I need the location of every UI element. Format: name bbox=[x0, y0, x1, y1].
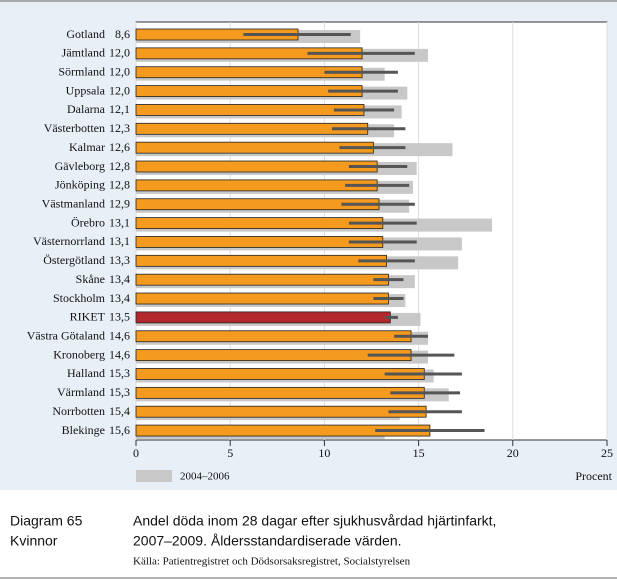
value-label: 12,0 bbox=[109, 83, 130, 97]
x-axis-label: Procent bbox=[575, 469, 612, 483]
value-label: 12,9 bbox=[109, 196, 130, 210]
value-label: 15,3 bbox=[109, 385, 130, 399]
y-tick-label: Jämtland bbox=[62, 46, 105, 60]
y-tick-label: Jönköping bbox=[55, 178, 105, 192]
y-tick-label: Gävleborg bbox=[55, 159, 105, 173]
legend-swatch bbox=[136, 470, 172, 482]
value-label: 14,6 bbox=[109, 347, 130, 361]
y-tick-label: RIKET bbox=[70, 310, 106, 324]
bar bbox=[135, 254, 387, 267]
y-tick-label: Kronoberg bbox=[53, 347, 105, 361]
value-label: 13,1 bbox=[109, 234, 130, 248]
value-label: 13,4 bbox=[109, 272, 130, 286]
caption-sublabel: Kvinnor bbox=[10, 533, 58, 549]
y-tick-label: Västmanland bbox=[42, 196, 105, 210]
caption-source: Källa: Patientregistret och Dödsorsaksre… bbox=[133, 556, 411, 568]
y-tick-label: Halland bbox=[67, 366, 105, 380]
y-tick-label: Blekinge bbox=[62, 423, 105, 437]
bar bbox=[135, 160, 378, 173]
x-tick-label: 15 bbox=[413, 446, 425, 460]
y-tick-label: Östergötland bbox=[43, 253, 105, 267]
y-tick-label: Örebro bbox=[71, 215, 105, 229]
y-tick-label: Västerbotten bbox=[44, 121, 105, 135]
bar bbox=[135, 179, 378, 192]
value-label: 8,6 bbox=[115, 27, 130, 41]
value-label: 13,3 bbox=[109, 253, 130, 267]
x-tick-label: 5 bbox=[227, 446, 233, 460]
y-tick-label: Gotland bbox=[66, 27, 105, 41]
bar bbox=[135, 236, 384, 248]
value-label: 12,6 bbox=[109, 140, 130, 154]
y-tick-label: Västernorrland bbox=[33, 234, 105, 248]
y-tick-label: Västra Götaland bbox=[27, 329, 105, 343]
y-tick-label: Kalmar bbox=[69, 140, 105, 154]
y-tick-label: Stockholm bbox=[53, 291, 106, 305]
value-label: 13,4 bbox=[109, 291, 130, 305]
bar bbox=[135, 104, 365, 116]
bar bbox=[135, 368, 425, 380]
bar bbox=[135, 405, 427, 418]
value-label: 12,8 bbox=[109, 159, 130, 173]
value-label: 15,4 bbox=[109, 404, 130, 418]
bar bbox=[135, 330, 412, 343]
y-tick-label: Norrbotten bbox=[52, 404, 105, 418]
value-label: 12,0 bbox=[109, 64, 130, 78]
value-label: 12,0 bbox=[109, 46, 130, 60]
bar bbox=[135, 386, 425, 399]
y-tick-label: Sörmland bbox=[58, 64, 105, 78]
value-label: 12,8 bbox=[109, 178, 130, 192]
bar bbox=[135, 217, 384, 230]
legend-label: 2004–2006 bbox=[180, 471, 230, 483]
value-label: 14,6 bbox=[109, 329, 130, 343]
caption-line: 2007–2009. Åldersstandardiserade värden. bbox=[133, 533, 402, 549]
value-label: 15,3 bbox=[109, 366, 130, 380]
value-label: 12,3 bbox=[109, 121, 130, 135]
x-tick-label: 0 bbox=[133, 446, 139, 460]
x-tick-label: 25 bbox=[601, 446, 613, 460]
value-label: 12,1 bbox=[109, 102, 130, 116]
caption-line: Andel döda inom 28 dagar efter sjukhusvå… bbox=[133, 513, 496, 529]
value-label: 13,5 bbox=[109, 310, 130, 324]
caption-label: Diagram 65 bbox=[10, 513, 83, 529]
y-tick-label: Dalarna bbox=[67, 102, 106, 116]
y-tick-label: Värmland bbox=[57, 385, 105, 399]
value-label: 15,6 bbox=[109, 423, 130, 437]
x-tick-label: 20 bbox=[507, 446, 519, 460]
bar bbox=[135, 141, 374, 154]
y-tick-label: Uppsala bbox=[66, 83, 106, 97]
value-label: 13,1 bbox=[109, 215, 130, 229]
bar bbox=[135, 311, 391, 324]
y-tick-label: Skåne bbox=[76, 272, 105, 286]
bar bbox=[135, 292, 389, 305]
x-tick-label: 10 bbox=[318, 446, 330, 460]
bar bbox=[135, 273, 389, 286]
